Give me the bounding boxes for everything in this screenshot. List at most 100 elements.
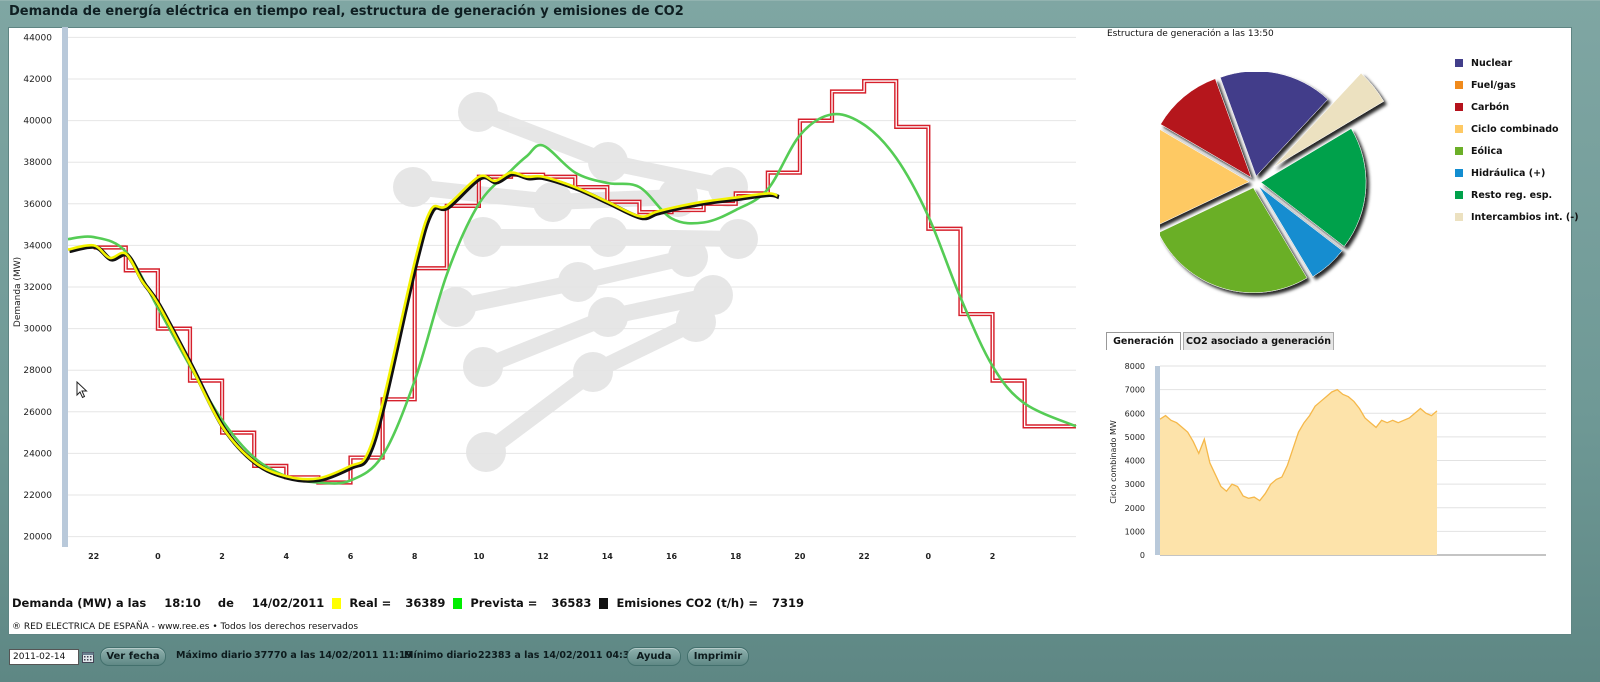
watermark-node	[463, 347, 503, 387]
demand-y-tick: 22000	[23, 491, 52, 501]
legend-prevista-label: Prevista =	[470, 596, 538, 610]
legend-time: 18:10	[164, 596, 201, 610]
pie-legend-label: Intercambios int. (-)	[1471, 211, 1579, 223]
demand-y-tick: 44000	[23, 33, 52, 43]
pie-slice-nuclear	[1219, 72, 1329, 177]
pie-slice-resto-reg-esp-	[1260, 128, 1367, 247]
ayuda-button[interactable]: Ayuda	[627, 647, 681, 666]
demand-x-tick: 16	[666, 552, 678, 561]
y-axis-bar	[62, 27, 68, 547]
legend-prefix: Demanda (MW) a las	[12, 596, 147, 610]
tab-co2[interactable]: CO2 asociado a generación	[1183, 332, 1334, 350]
pie-legend-swatch	[1455, 147, 1463, 155]
pie-legend-swatch	[1455, 81, 1463, 89]
area-y-tick: 0	[1140, 551, 1145, 560]
area-y-tick: 7000	[1125, 386, 1145, 395]
area-y-tick: 5000	[1125, 433, 1145, 442]
pie-legend-swatch	[1455, 169, 1463, 177]
demand-y-tick: 36000	[23, 200, 52, 210]
pie-slice-hidr-ulica-	[1258, 186, 1343, 278]
pie-legend-swatch	[1455, 125, 1463, 133]
pie-legend-item: Eólica	[1455, 140, 1579, 162]
tab-generacion[interactable]: Generación	[1106, 332, 1181, 350]
watermark-node	[466, 432, 506, 472]
demand-y-tick: 38000	[23, 158, 52, 168]
watermark-node	[393, 167, 433, 207]
pie-legend-label: Hidráulica (+)	[1471, 167, 1546, 179]
pie-legend-item: Carbón	[1455, 96, 1579, 118]
area-y-tick: 6000	[1125, 409, 1145, 418]
legend-real-label: Real =	[349, 596, 392, 610]
demand-x-tick: 20	[794, 552, 806, 561]
demand-y-tick: 34000	[23, 241, 52, 251]
combined-cycle-area	[1160, 389, 1437, 555]
demand-x-tick: 0	[926, 552, 932, 561]
demand-x-ticks: 22 0 2 4 6 8 10 12 14 16 18 20 22 0 2	[88, 552, 995, 561]
pie-legend-item: Fuel/gas	[1455, 74, 1579, 96]
demand-y-tick: 32000	[23, 283, 52, 293]
demand-y-tick: 30000	[23, 325, 52, 335]
pie-legend-label: Fuel/gas	[1471, 79, 1516, 91]
real-swatch	[332, 597, 342, 609]
watermark-node	[558, 262, 598, 302]
imprimir-button[interactable]: Imprimir	[687, 647, 749, 666]
pie-legend-swatch	[1455, 191, 1463, 199]
watermark-node	[458, 92, 498, 132]
pie-legend-item: Nuclear	[1455, 52, 1579, 74]
page-title: Demanda de energía eléctrica en tiempo r…	[9, 4, 684, 19]
watermark-node	[588, 217, 628, 257]
pie-legend-label: Nuclear	[1471, 57, 1513, 69]
legend-de: de	[217, 596, 234, 610]
combined-cycle-chart: 0 1000 2000 3000 4000 5000 6000 7000 8000 Ciclo …	[1109, 362, 1546, 560]
pie-legend-swatch	[1455, 103, 1463, 111]
generation-pie-chart	[1160, 72, 1385, 293]
demand-y-tick: 28000	[23, 366, 52, 376]
demand-x-tick: 12	[538, 552, 549, 561]
area-y-tick: 1000	[1125, 527, 1145, 536]
date-input[interactable]	[9, 649, 79, 665]
watermark-node	[533, 182, 573, 222]
demand-x-tick: 22	[88, 552, 99, 561]
pie-legend-label: Eólica	[1471, 145, 1503, 157]
area-y-tick: 4000	[1125, 457, 1145, 466]
calendar-icon[interactable]	[82, 651, 94, 663]
pie-legend-item: Ciclo combinado	[1455, 118, 1579, 140]
demand-x-tick: 6	[348, 552, 354, 561]
legend-prevista-value: 36583	[551, 596, 592, 610]
mouse-cursor-icon	[76, 381, 88, 399]
demand-y-tick: 24000	[23, 449, 52, 459]
watermark-node	[588, 297, 628, 337]
demand-lines	[67, 78, 1077, 485]
pie-legend-item: Hidráulica (+)	[1455, 162, 1579, 184]
area-y-tick: 8000	[1125, 362, 1145, 371]
demand-x-tick: 18	[730, 552, 742, 561]
top-edge	[0, 0, 1600, 1]
demand-x-tick: 22	[859, 552, 870, 561]
min-value: 22383 a las 14/02/2011 04:30	[478, 650, 637, 661]
pie-slice-carb-n	[1160, 78, 1252, 178]
legend-co2-value: 7319	[772, 596, 805, 610]
demand-x-tick: 10	[473, 552, 485, 561]
demand-x-tick: 14	[602, 552, 614, 561]
demand-y-label: Demanda (MW)	[13, 257, 23, 327]
ree-watermark	[393, 92, 758, 472]
demand-chart: 20000 22000 24000 26000 28000 30000 32000 34000…	[13, 27, 1077, 561]
min-label: Mínimo diario	[404, 650, 478, 661]
pie-legend-label: Resto reg. esp.	[1471, 189, 1553, 201]
pie-legend-swatch	[1455, 213, 1463, 221]
pie-legend-item: Intercambios int. (-)	[1455, 206, 1579, 228]
demand-y-tick: 20000	[23, 533, 52, 543]
bottom-toolbar: Ver fecha Máximo diario 37770 a las 14/0…	[0, 643, 1600, 682]
demand-y-ticks: 20000 22000 24000 26000 28000 30000 32000 34000…	[23, 33, 52, 542]
combined-cycle-line	[1159, 388, 1438, 502]
max-value: 37770 a las 14/02/2011 11:19	[254, 650, 413, 661]
copyright: ® RED ELECTRICA DE ESPAÑA - www.ree.es •…	[12, 622, 359, 632]
legend-date: 14/02/2011	[251, 596, 325, 610]
legend-real-value: 36389	[405, 596, 446, 610]
area-y-label: Ciclo combinado MW	[1109, 420, 1118, 504]
demand-y-tick: 26000	[23, 408, 52, 418]
pie-legend: Nuclear Fuel/gas Carbón Ciclo combinado Eóli…	[1455, 52, 1579, 228]
ver-fecha-button[interactable]: Ver fecha	[100, 647, 166, 666]
pie-slice-intercambios-int-	[1273, 72, 1385, 168]
pie-legend-label: Ciclo combinado	[1471, 123, 1559, 135]
